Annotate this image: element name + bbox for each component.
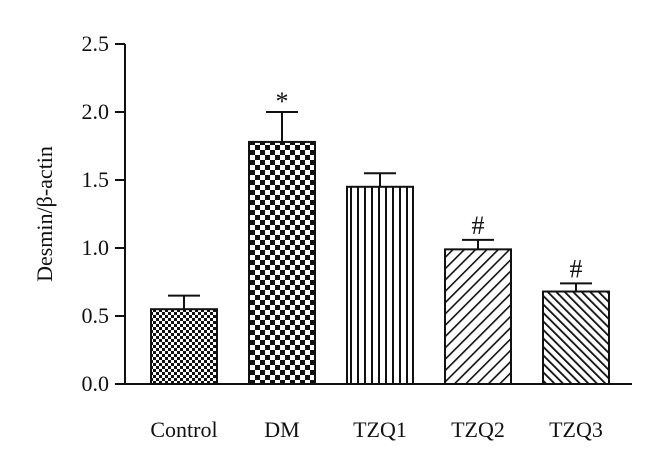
bar-tzq3 — [542, 290, 610, 385]
significance-marker: * — [276, 87, 289, 116]
error-bars-group — [168, 111, 592, 310]
bar-tzq1 — [346, 185, 414, 385]
x-category-label: TZQ1 — [353, 417, 407, 442]
x-category-label: TZQ3 — [549, 417, 603, 442]
category-labels: Control DM TZQ1 TZQ2 TZQ3 — [150, 417, 603, 442]
y-axis-ticks: 0.0 0.5 1.0 1.5 2.0 2.5 — [82, 31, 125, 396]
y-tick-label: 0.0 — [82, 371, 110, 396]
y-tick-label: 2.5 — [82, 31, 110, 56]
y-tick-label: 1.0 — [82, 235, 110, 260]
x-category-label: TZQ2 — [451, 417, 505, 442]
x-category-label: Control — [150, 417, 217, 442]
bar-control — [150, 308, 218, 386]
significance-marker: # — [570, 254, 583, 283]
y-tick-label: 2.0 — [82, 99, 110, 124]
y-axis-label: Desmin/β-actin — [32, 146, 57, 282]
x-category-label: DM — [264, 417, 299, 442]
bar-dm — [248, 140, 316, 385]
significance-marker: # — [472, 211, 485, 240]
y-tick-label: 0.5 — [82, 303, 110, 328]
y-tick-label: 1.5 — [82, 167, 110, 192]
annotations-group: * # # — [276, 87, 583, 283]
bar-tzq2 — [444, 248, 512, 385]
